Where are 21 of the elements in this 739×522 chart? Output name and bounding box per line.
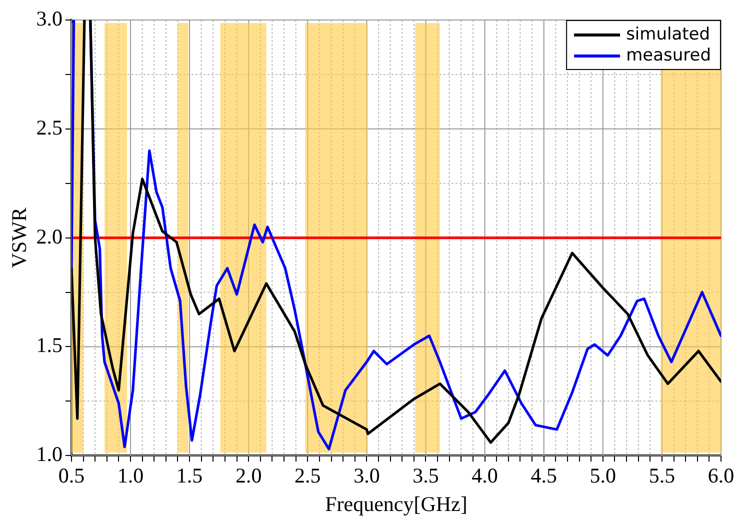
y-axis-title: VSWR [7, 207, 32, 268]
y-tick-label: 3.0 [36, 6, 62, 31]
x-tick-label: 2.0 [235, 464, 262, 488]
x-tick-label: 4.0 [472, 464, 498, 488]
x-axis-title: Frequency[GHz] [325, 492, 468, 516]
legend-label: measured [626, 45, 712, 66]
x-tick-label: 5.0 [590, 464, 616, 488]
y-tick-label: 2.5 [36, 115, 62, 140]
y-tick-label: 2.0 [36, 224, 62, 248]
x-tick-label: 3.0 [354, 464, 380, 488]
y-tick-label: 1.0 [36, 442, 62, 466]
x-tick-label: 5.5 [648, 464, 676, 488]
x-tick-label: 3.5 [412, 464, 439, 488]
legend-label: simulated [626, 24, 710, 44]
x-tick-label: 6.0 [708, 464, 734, 488]
y-tick-label: 1.5 [36, 333, 62, 358]
x-tick-label: 4.5 [530, 464, 557, 488]
x-tick-label: 1.5 [176, 464, 203, 488]
x-tick-label: 0.5 [58, 464, 85, 488]
x-tick-label: 1.0 [117, 464, 144, 488]
x-tick-label: 2.5 [294, 464, 321, 488]
